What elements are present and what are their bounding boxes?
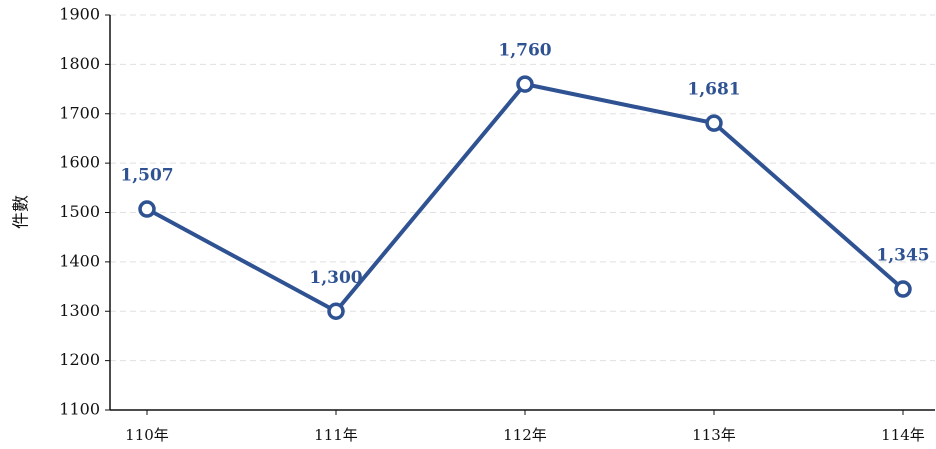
data-point (705, 114, 723, 132)
value-label: 1,345 (876, 246, 929, 266)
data-point (516, 75, 534, 93)
y-tick-label: 1600 (59, 153, 100, 172)
data-point (327, 302, 345, 320)
y-tick-label: 1200 (59, 350, 100, 369)
value-label: 1,760 (498, 41, 551, 61)
y-tick-label: 1100 (59, 400, 100, 419)
data-line (146, 81, 905, 314)
y-tick-label: 1900 (59, 5, 100, 24)
y-tick-label: 1500 (59, 202, 100, 221)
data-point (894, 280, 912, 298)
data-point (138, 200, 156, 218)
y-tick-label: 1400 (59, 251, 100, 270)
value-label: 1,681 (687, 80, 740, 100)
value-label: 1,300 (309, 268, 362, 288)
value-label: 1,507 (120, 166, 173, 186)
y-tick-label: 1800 (59, 54, 100, 73)
y-tick-label: 1300 (59, 301, 100, 320)
x-tick-label: 112年 (503, 426, 547, 444)
x-tick-label: 111年 (314, 426, 358, 444)
x-tick-label: 110年 (125, 426, 169, 444)
y-tick-label: 1700 (59, 103, 100, 122)
x-tick-label: 113年 (692, 426, 736, 444)
y-axis-label: 件數 (12, 195, 32, 229)
x-tick-label: 114年 (881, 426, 925, 444)
